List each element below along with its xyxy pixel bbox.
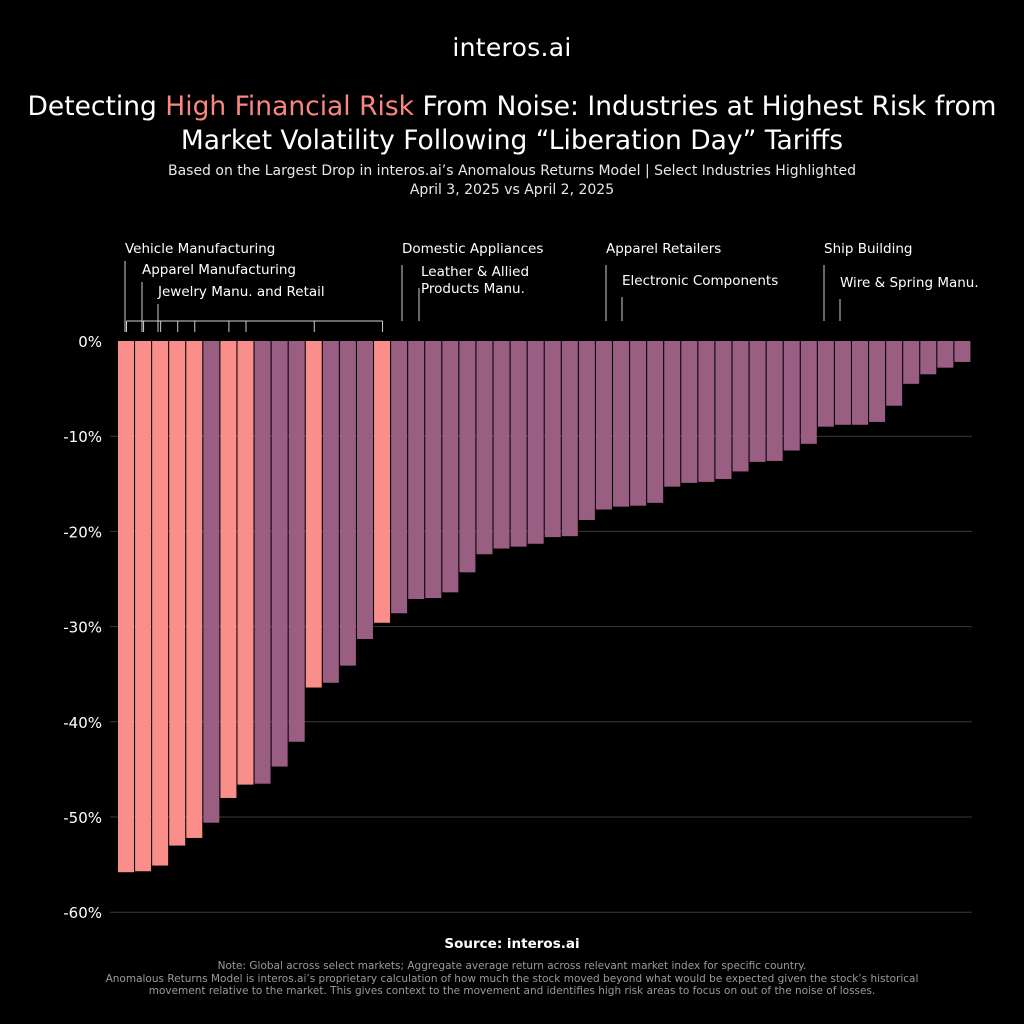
chart-subtitle: Based on the Largest Drop in interos.ai’… (20, 162, 1004, 200)
bar (169, 341, 186, 846)
bar (476, 341, 493, 555)
title-part-2: From Noise: Industries at Highest Risk f… (180, 91, 997, 156)
subtitle-line-1: Based on the Largest Drop in interos.ai’… (167, 163, 857, 179)
note-line-2: Anomalous Returns Model is interos.ai’s … (105, 972, 919, 985)
bar (339, 341, 356, 666)
note-line-1: Note: Global across select markets; Aggr… (217, 960, 807, 972)
callout-label: Wire & Spring Manu. (840, 275, 979, 291)
bar (886, 341, 903, 406)
bar (527, 341, 544, 544)
bar (118, 341, 134, 873)
bar (442, 341, 459, 593)
bar (783, 341, 800, 451)
bar (135, 341, 152, 872)
bar (152, 341, 169, 866)
bar (749, 341, 766, 462)
bar (613, 341, 630, 507)
callout-label: Apparel Manufacturing (142, 262, 296, 278)
bar (817, 341, 834, 427)
bar (391, 341, 408, 614)
bar (698, 341, 715, 482)
bar (220, 341, 237, 798)
bar (425, 341, 442, 599)
y-tick-label: -60% (63, 904, 102, 922)
bar (732, 341, 749, 472)
bar (937, 341, 954, 368)
bar (903, 341, 920, 384)
bar (322, 341, 339, 683)
callout-label: Jewelry Manu. and Retail (157, 284, 325, 300)
callout-label: Domestic Appliances (402, 241, 543, 257)
callout-label: Electronic Components (622, 273, 778, 289)
bar (374, 341, 391, 623)
bar (510, 341, 527, 547)
bar (852, 341, 869, 425)
bar (800, 341, 817, 444)
callout-label: Ship Building (824, 241, 913, 257)
bar (664, 341, 681, 487)
bar (254, 341, 271, 784)
bar (408, 341, 425, 599)
bar (561, 341, 578, 537)
bar (920, 341, 937, 375)
bar (834, 341, 851, 425)
y-tick-label: -10% (63, 428, 102, 446)
bar (356, 341, 373, 639)
bar (237, 341, 254, 785)
bar (271, 341, 288, 767)
callout-label: Apparel Retailers (606, 241, 721, 257)
y-tick-label: -40% (63, 714, 102, 732)
bar (647, 341, 664, 503)
bar (288, 341, 305, 742)
subtitle-date-range: April 3, 2025 vs April 2, 2025 (409, 182, 615, 198)
title-part-1: Detecting (27, 91, 166, 122)
bar (869, 341, 886, 422)
bar (715, 341, 732, 480)
note-line-3: movement relative to the market. This gi… (148, 985, 876, 997)
bar (578, 341, 595, 520)
bar (681, 341, 698, 483)
brand-logo: interos.ai (452, 33, 572, 62)
source-label: Source: interos.ai (444, 936, 580, 952)
y-tick-label: 0% (78, 333, 102, 351)
bar (493, 341, 510, 549)
callout-label: Leather & Allied (421, 264, 529, 280)
footnotes: Note: Global across select markets; Aggr… (40, 960, 984, 998)
bar (954, 341, 971, 362)
y-tick-label: -30% (63, 619, 102, 637)
bar (203, 341, 220, 823)
callout-label: Vehicle Manufacturing (125, 241, 275, 257)
bar (459, 341, 476, 573)
bar (595, 341, 612, 510)
y-tick-label: -20% (63, 523, 102, 541)
chart-title: Detecting High Financial Risk From Noise… (20, 90, 1004, 158)
bar (544, 341, 561, 538)
callout-label: Products Manu. (421, 281, 525, 297)
bar (186, 341, 203, 838)
y-tick-label: -50% (63, 809, 102, 827)
bar (305, 341, 322, 688)
title-highlight: High Financial Risk (165, 91, 415, 122)
bar (766, 341, 783, 461)
bar (630, 341, 647, 506)
